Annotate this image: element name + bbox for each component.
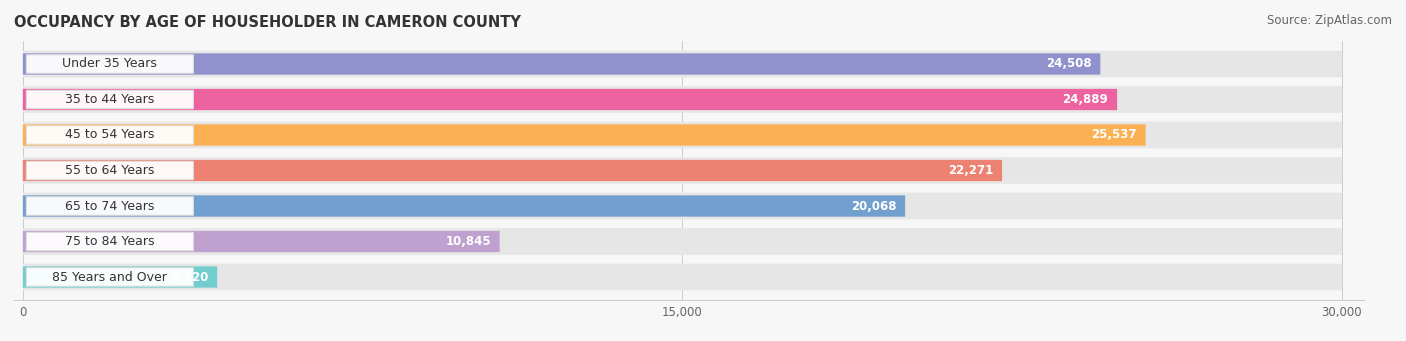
Text: 24,508: 24,508 (1046, 58, 1091, 71)
FancyBboxPatch shape (22, 231, 499, 252)
FancyBboxPatch shape (22, 51, 1341, 77)
FancyBboxPatch shape (27, 126, 194, 144)
FancyBboxPatch shape (27, 232, 194, 251)
FancyBboxPatch shape (22, 228, 1341, 255)
FancyBboxPatch shape (22, 193, 1341, 219)
Text: 85 Years and Over: 85 Years and Over (52, 270, 167, 283)
Text: 35 to 44 Years: 35 to 44 Years (65, 93, 155, 106)
FancyBboxPatch shape (22, 160, 1002, 181)
FancyBboxPatch shape (22, 53, 1101, 75)
FancyBboxPatch shape (22, 86, 1341, 113)
FancyBboxPatch shape (27, 161, 194, 180)
Text: 65 to 74 Years: 65 to 74 Years (65, 199, 155, 212)
Text: Source: ZipAtlas.com: Source: ZipAtlas.com (1267, 14, 1392, 27)
Text: 22,271: 22,271 (948, 164, 993, 177)
FancyBboxPatch shape (22, 195, 905, 217)
FancyBboxPatch shape (27, 90, 194, 109)
FancyBboxPatch shape (22, 266, 217, 288)
Text: 55 to 64 Years: 55 to 64 Years (65, 164, 155, 177)
Text: 24,889: 24,889 (1063, 93, 1108, 106)
FancyBboxPatch shape (27, 55, 194, 73)
FancyBboxPatch shape (27, 197, 194, 215)
FancyBboxPatch shape (22, 89, 1118, 110)
Text: 10,845: 10,845 (446, 235, 491, 248)
FancyBboxPatch shape (22, 264, 1341, 290)
Text: 25,537: 25,537 (1091, 129, 1137, 142)
Text: 75 to 84 Years: 75 to 84 Years (65, 235, 155, 248)
FancyBboxPatch shape (22, 122, 1341, 148)
Text: 4,420: 4,420 (172, 270, 208, 283)
FancyBboxPatch shape (22, 157, 1341, 184)
Text: 20,068: 20,068 (851, 199, 897, 212)
FancyBboxPatch shape (22, 124, 1146, 146)
Text: OCCUPANCY BY AGE OF HOUSEHOLDER IN CAMERON COUNTY: OCCUPANCY BY AGE OF HOUSEHOLDER IN CAMER… (14, 15, 522, 30)
FancyBboxPatch shape (27, 268, 194, 286)
Text: 45 to 54 Years: 45 to 54 Years (65, 129, 155, 142)
Text: Under 35 Years: Under 35 Years (62, 58, 157, 71)
